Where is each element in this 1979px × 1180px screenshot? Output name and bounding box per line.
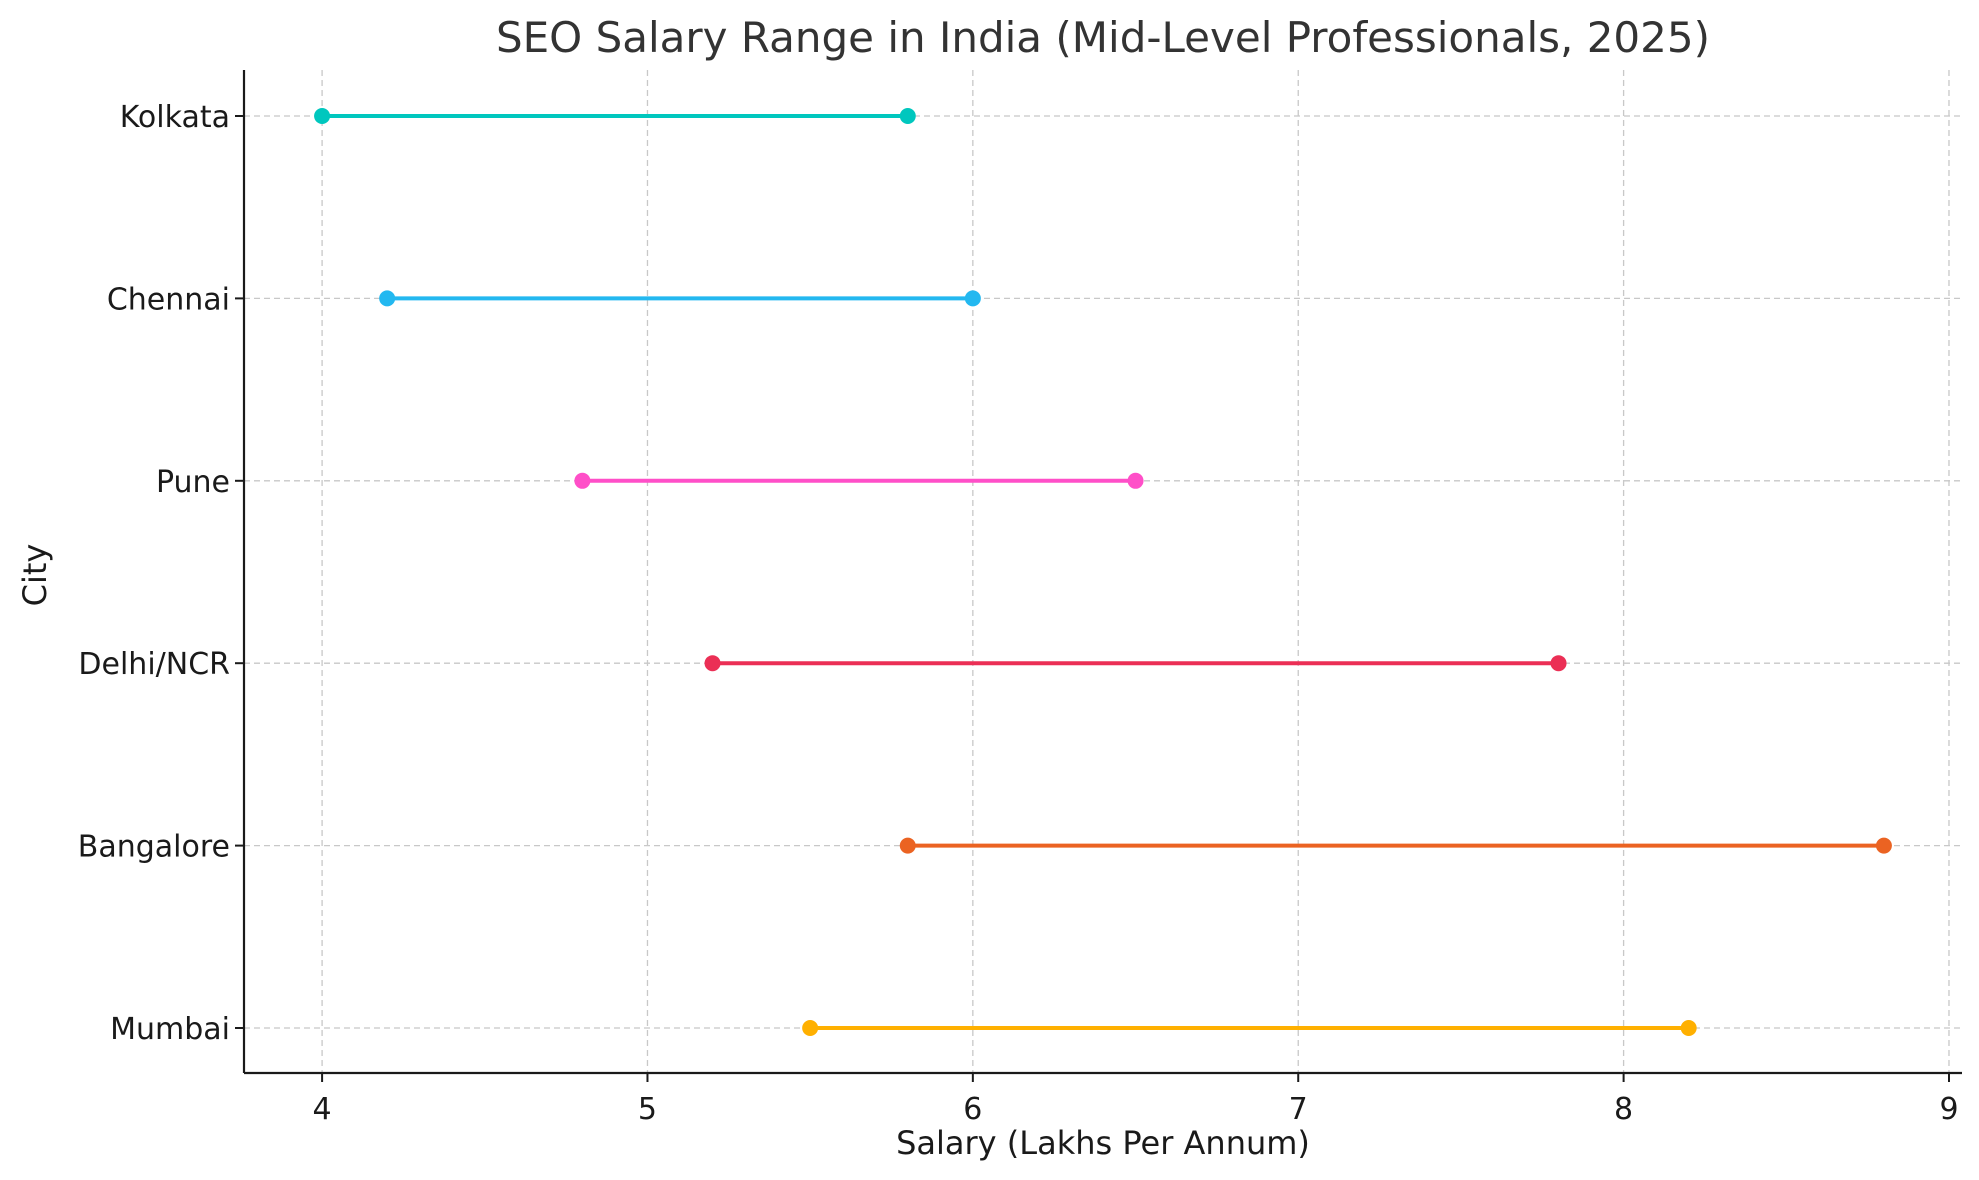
y-tick-label: Mumbai — [110, 1012, 230, 1047]
min-salary-point — [314, 108, 331, 124]
x-tick-label: 4 — [313, 1092, 332, 1127]
min-salary-point — [802, 1020, 819, 1036]
x-tick-label: 5 — [638, 1092, 657, 1127]
max-salary-point — [1127, 472, 1144, 489]
x-tick-label: 7 — [1289, 1092, 1308, 1127]
min-salary-point — [899, 837, 916, 854]
min-salary-point — [379, 290, 396, 307]
axes-layer — [242, 70, 1962, 1075]
ticks-layer: 4 5 6 7 8 9 Mumbai Bangalore Delhi/NCR Pune Chenna… — [78, 100, 1959, 1127]
min-salary-point — [574, 472, 591, 489]
x-tick-label: 9 — [1939, 1092, 1958, 1127]
y-axis-label: City — [16, 544, 54, 607]
y-tick-label: Kolkata — [120, 100, 230, 135]
x-axis-label: Salary (Lakhs Per Annum) — [896, 1124, 1310, 1162]
max-salary-point — [899, 108, 916, 124]
chart-title: SEO Salary Range in India (Mid-Level Pro… — [496, 13, 1710, 62]
max-salary-point — [964, 290, 981, 307]
x-tick-label: 6 — [963, 1092, 982, 1127]
series-layer — [314, 108, 1892, 1036]
max-salary-point — [1680, 1020, 1697, 1036]
grid-layer — [244, 70, 1962, 1073]
max-salary-point — [1550, 655, 1567, 672]
y-tick-label: Pune — [156, 465, 230, 500]
y-tick-label: Bangalore — [78, 830, 230, 865]
min-salary-point — [704, 655, 721, 672]
y-tick-label: Delhi/NCR — [78, 647, 230, 682]
y-tick-label: Chennai — [107, 282, 230, 317]
x-tick-label: 8 — [1614, 1092, 1633, 1127]
max-salary-point — [1875, 837, 1892, 854]
